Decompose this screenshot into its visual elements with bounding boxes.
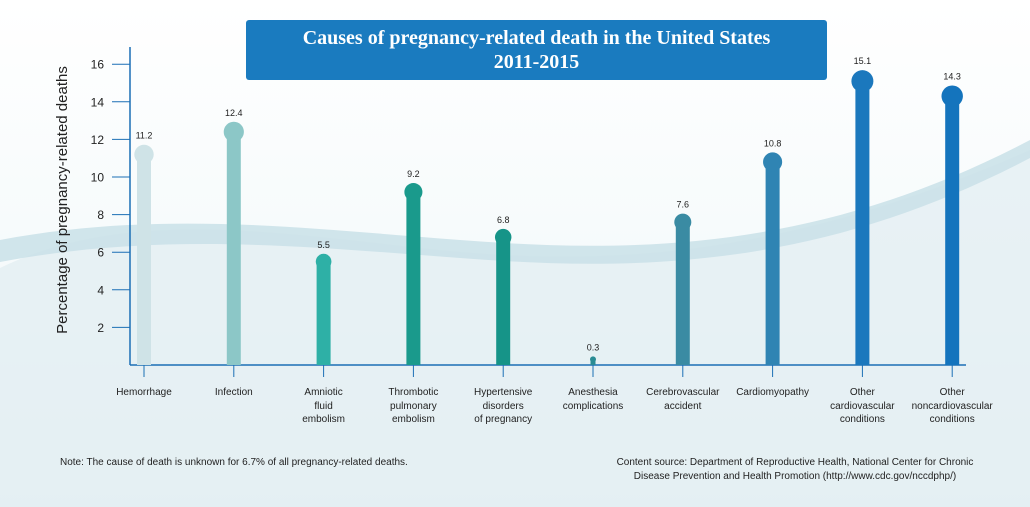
y-tick-label: 14 bbox=[91, 95, 105, 109]
x-category-label-line: accident bbox=[664, 400, 702, 412]
x-category-label-line: of pregnancy bbox=[474, 414, 533, 425]
x-category-label: Cardiomyopathy bbox=[708, 386, 838, 400]
bar bbox=[855, 81, 870, 366]
x-category-label-line: complications bbox=[562, 400, 624, 412]
data-label: 6.8 bbox=[497, 215, 510, 225]
x-category-label-line: embolism bbox=[391, 414, 435, 425]
y-tick-label: 16 bbox=[91, 58, 105, 72]
bar-cap bbox=[315, 253, 332, 270]
x-category-label-line: noncardiovascular bbox=[911, 400, 993, 412]
bar bbox=[945, 96, 960, 365]
data-label: 11.2 bbox=[136, 131, 153, 141]
bar bbox=[137, 154, 151, 365]
x-category-label-line: embolism bbox=[302, 414, 345, 425]
bar bbox=[226, 131, 241, 365]
y-tick-label: 4 bbox=[97, 283, 104, 297]
x-category-label: Other cardiovascular conditions bbox=[797, 386, 927, 427]
y-tick-label: 12 bbox=[91, 133, 105, 147]
y-tick-label: 8 bbox=[97, 208, 104, 222]
x-category-label-line: Infection bbox=[214, 387, 253, 398]
bar bbox=[675, 222, 690, 365]
x-category-label-line: disorders bbox=[482, 400, 524, 412]
x-category-label-line: Other bbox=[939, 387, 965, 398]
source-line-2: Disease Prevention and Health Promotion … bbox=[633, 471, 957, 482]
data-label: 5.5 bbox=[317, 240, 330, 250]
source-credit: Content source: Department of Reproducti… bbox=[600, 456, 990, 484]
x-category-label: Anesthesia complications bbox=[528, 386, 658, 413]
x-category-label: Hypertensive disorders of pregnancy bbox=[438, 386, 568, 427]
x-category-label-line: Hypertensive bbox=[474, 387, 533, 398]
x-category-label: Hemorrhage bbox=[79, 386, 209, 400]
bar-cap bbox=[590, 356, 596, 363]
chart-title: Causes of pregnancy-related death in the… bbox=[246, 20, 827, 80]
y-axis-label: Percentage of pregnancy-related deaths bbox=[54, 66, 71, 334]
x-category-label-line: Cardiomyopathy bbox=[736, 387, 809, 398]
x-category-label: Other noncardiovascular conditions bbox=[887, 386, 1017, 427]
axes: 2 4 6 8 10 12 14 16 bbox=[91, 47, 966, 366]
bars-group: 11.2 12.4 5.5 9.2 6.8 0.3 7.6 10.8 15.1 14.3 bbox=[134, 56, 963, 377]
data-label: 10.8 bbox=[764, 138, 782, 148]
bar-cap bbox=[674, 213, 692, 231]
x-category-label-line: Anesthesia bbox=[568, 387, 618, 398]
bar-cap bbox=[941, 85, 963, 107]
bar bbox=[765, 161, 780, 365]
bar-cap bbox=[763, 152, 783, 172]
bar bbox=[406, 192, 421, 365]
footnote: Note: The cause of death is unknown for … bbox=[60, 457, 408, 468]
x-category-label-line: Amniotic bbox=[304, 387, 343, 398]
bar-cap bbox=[404, 183, 423, 202]
data-label: 15.1 bbox=[854, 56, 872, 66]
x-category-label: Thrombotic pulmonary embolism bbox=[348, 386, 478, 427]
x-category-label-line: conditions bbox=[929, 414, 975, 425]
data-label: 12.4 bbox=[225, 108, 243, 118]
bar-cap bbox=[223, 121, 244, 142]
x-category-label-line: Cerebrovascular bbox=[646, 387, 720, 398]
x-category-label-line: Hemorrhage bbox=[116, 387, 172, 398]
bar-cap bbox=[134, 144, 154, 165]
x-category-label: Cerebrovascular accident bbox=[618, 386, 748, 413]
x-category-label-line: Other bbox=[849, 387, 875, 398]
data-label: 14.3 bbox=[943, 71, 961, 81]
bar-cap bbox=[851, 70, 874, 93]
y-tick-label: 6 bbox=[97, 246, 104, 260]
x-category-label: Infection bbox=[169, 386, 299, 400]
y-tick-label: 10 bbox=[91, 171, 105, 185]
chart-title-line-2: 2011-2015 bbox=[493, 51, 580, 73]
x-category-label-line: fluid bbox=[314, 400, 333, 412]
bar bbox=[316, 261, 331, 365]
source-line-1: Content source: Department of Reproducti… bbox=[616, 457, 974, 468]
x-category-label-line: cardiovascular bbox=[830, 400, 895, 412]
bar bbox=[496, 237, 511, 365]
data-label: 9.2 bbox=[407, 169, 420, 179]
x-category-label-line: Thrombotic bbox=[388, 387, 439, 398]
background-wave-lower bbox=[0, 150, 1030, 507]
data-label: 7.6 bbox=[677, 200, 690, 210]
bar-cap bbox=[494, 228, 512, 246]
y-tick-label: 2 bbox=[97, 321, 104, 335]
x-category-label-line: pulmonary bbox=[390, 400, 437, 412]
x-category-label-line: conditions bbox=[839, 414, 885, 425]
chart-title-line-1: Causes of pregnancy-related death in the… bbox=[302, 27, 771, 49]
data-label: 0.3 bbox=[587, 342, 600, 352]
x-category-label: Amniotic fluid embolism bbox=[259, 386, 389, 427]
